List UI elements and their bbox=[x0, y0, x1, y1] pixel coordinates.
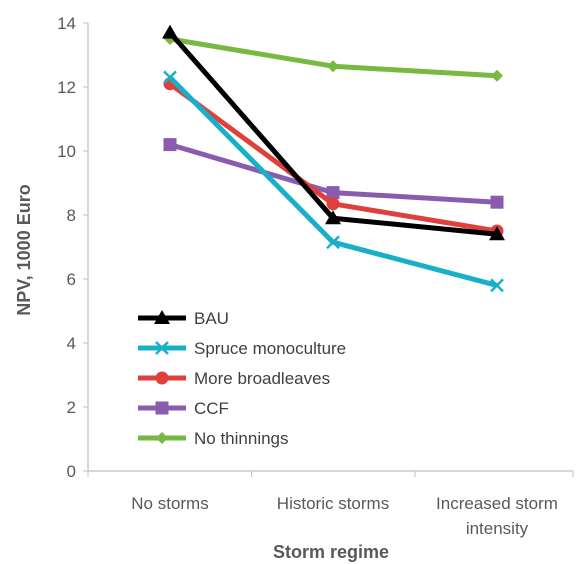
data-point bbox=[163, 138, 177, 152]
axes bbox=[87, 23, 573, 472]
data-point bbox=[490, 195, 504, 209]
legend-marker bbox=[155, 341, 169, 355]
legend-item: BAU bbox=[138, 309, 229, 328]
data-point bbox=[327, 60, 339, 73]
legend-marker bbox=[155, 371, 169, 385]
legend: BAU Spruce monoculture More broadleaves CCF… bbox=[138, 309, 346, 448]
legend-label: BAU bbox=[194, 309, 229, 328]
legend-label: More broadleaves bbox=[194, 369, 330, 388]
series-no-thinnings bbox=[164, 33, 503, 82]
legend-marker bbox=[155, 401, 169, 415]
y-tick-label: 6 bbox=[67, 270, 76, 289]
y-tick-label: 0 bbox=[67, 462, 76, 481]
data-point bbox=[326, 197, 340, 211]
series-spruce-monoculture bbox=[163, 70, 504, 293]
series-ccf bbox=[163, 138, 504, 209]
legend-item: No thinnings bbox=[138, 429, 289, 448]
x-axis-ticks: No storms Historic storms Increased storm i… bbox=[87, 471, 574, 538]
series-line bbox=[168, 75, 498, 288]
y-tick-label: 2 bbox=[67, 398, 76, 417]
x-category-label: Historic storms bbox=[277, 494, 389, 513]
series-bau bbox=[162, 24, 505, 241]
data-point bbox=[163, 70, 177, 85]
x-axis-title: Storm regime bbox=[273, 542, 389, 562]
y-tick-label: 4 bbox=[67, 334, 76, 353]
data-point bbox=[489, 226, 505, 241]
x-category-label: No storms bbox=[131, 494, 208, 513]
marker-stroke bbox=[163, 70, 177, 85]
legend-label: CCF bbox=[194, 399, 229, 418]
legend-label: No thinnings bbox=[194, 429, 289, 448]
data-point bbox=[491, 69, 503, 82]
x-category-label: Increased storm intensity bbox=[436, 494, 558, 538]
marker-stroke bbox=[490, 278, 504, 293]
marker-stroke bbox=[155, 341, 169, 355]
marker-stroke bbox=[326, 235, 340, 250]
legend-item: CCF bbox=[138, 399, 229, 418]
y-tick-label: 8 bbox=[67, 206, 76, 225]
y-tick-label: 12 bbox=[57, 78, 76, 97]
y-tick-label: 14 bbox=[57, 14, 76, 33]
data-point bbox=[162, 24, 178, 39]
data-point bbox=[326, 186, 340, 200]
legend-marker bbox=[154, 310, 170, 324]
y-tick-label: 10 bbox=[57, 142, 76, 161]
legend-item: Spruce monoculture bbox=[138, 339, 346, 358]
legend-item: More broadleaves bbox=[138, 369, 330, 388]
data-point bbox=[325, 210, 341, 225]
data-point bbox=[326, 235, 340, 250]
legend-marker bbox=[156, 432, 168, 444]
legend-label: Spruce monoculture bbox=[194, 339, 346, 358]
y-axis-ticks: 0 2 4 6 8 10 12 14 bbox=[57, 14, 88, 481]
series-layer bbox=[162, 24, 505, 293]
y-axis-title: NPV, 1000 Euro bbox=[14, 184, 34, 315]
data-point bbox=[490, 278, 504, 293]
